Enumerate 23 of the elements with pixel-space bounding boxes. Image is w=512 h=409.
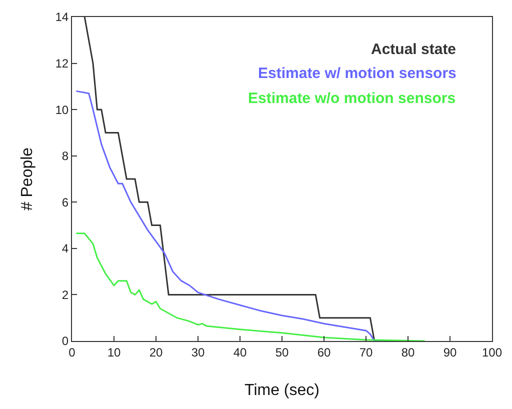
y-tick-label: 10 (55, 102, 69, 117)
x-tick-label: 20 (149, 345, 163, 360)
x-tick-label: 90 (443, 345, 457, 360)
x-tick-label: 100 (482, 345, 502, 360)
x-tick-label: 10 (107, 345, 121, 360)
y-tick-label: 8 (62, 149, 69, 164)
y-tick-label: 12 (55, 56, 69, 70)
x-tick-label: 30 (191, 345, 205, 360)
x-tick-label: 40 (233, 345, 247, 360)
x-tick-label: 80 (401, 345, 415, 360)
x-axis-title: Time (sec) (244, 382, 320, 400)
x-tick-label: 50 (275, 345, 289, 360)
text: Estimate w/o motion sensors (248, 90, 456, 107)
y-tick-label: 0 (62, 334, 69, 348)
y-tick-label: 6 (62, 195, 69, 210)
text: Estimate w/ motion sensors (258, 65, 456, 82)
x-tick-label: 70 (359, 345, 373, 360)
y-tick-label: 14 (55, 10, 69, 24)
y-axis-title: # People (19, 147, 36, 211)
y-tick-label: 2 (62, 288, 69, 302)
y-tick-label: 4 (62, 242, 69, 256)
text: Actual state (371, 41, 456, 58)
x-tick-label: 60 (317, 345, 331, 360)
